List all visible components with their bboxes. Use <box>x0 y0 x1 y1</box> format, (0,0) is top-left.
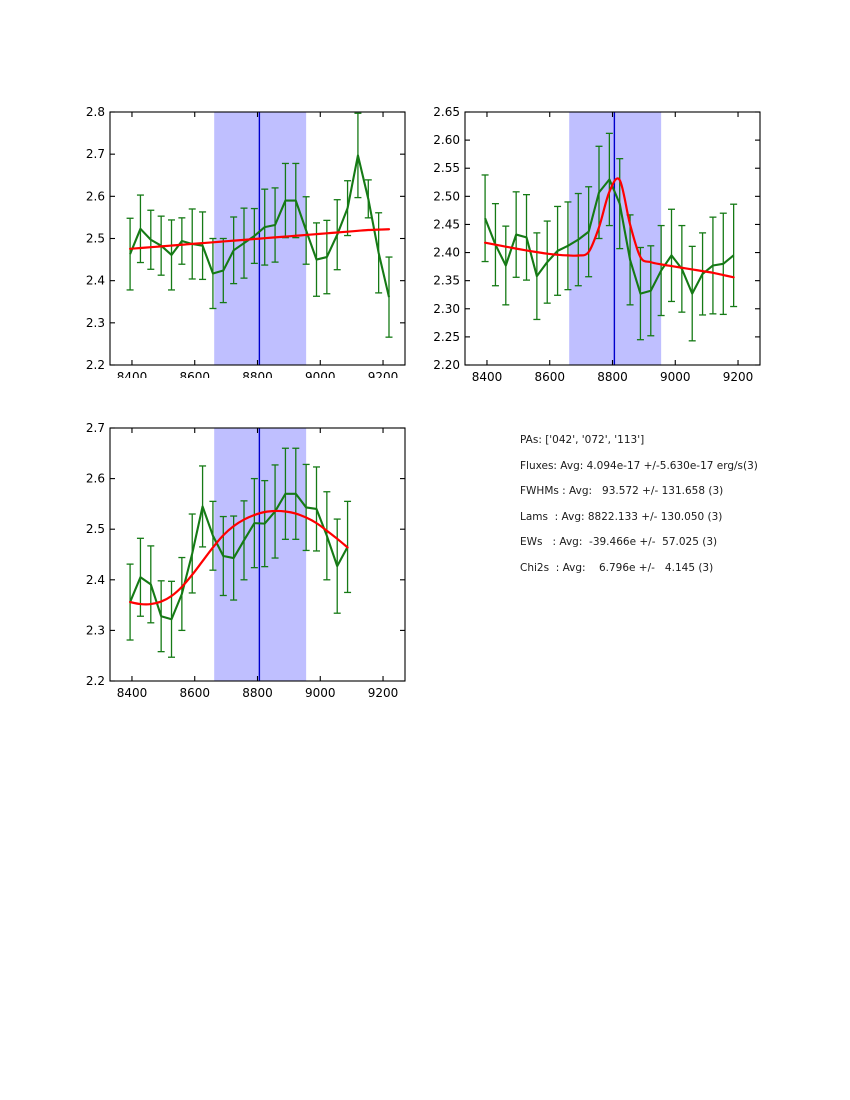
spectrum-data-line <box>129 492 349 621</box>
y-tick-label: 2.4 <box>86 573 105 587</box>
x-tick-label: 8600 <box>179 686 210 700</box>
y-tick-label: 2.65 <box>433 105 460 119</box>
spectrum-data-line <box>484 178 735 295</box>
summary-line-fluxes: Fluxes: Avg: 4.094e-17 +/-5.630e-17 erg/… <box>520 459 758 472</box>
y-tick-label: 2.40 <box>433 246 460 260</box>
y-tick-label: 2.6 <box>86 472 105 486</box>
y-tick-label: 2.60 <box>433 133 460 147</box>
summary-line-pas: PAs: ['042', '072', '113'] <box>520 434 645 446</box>
y-tick-label: 2.25 <box>433 330 460 344</box>
x-tick-label: 8800 <box>597 370 628 384</box>
x-tick-label: 9200 <box>368 686 399 700</box>
y-tick-label: 2.7 <box>86 147 105 161</box>
x-tick-label: 8400 <box>472 370 503 384</box>
y-tick-label: 2.2 <box>86 674 105 688</box>
x-tick-label: 8400 <box>117 686 148 700</box>
summary-line-ews: EWs : Avg: -39.466e +/- 57.025 (3) <box>520 536 718 548</box>
y-tick-label: 2.7 <box>86 421 105 435</box>
gaussian-fit-line <box>128 509 349 606</box>
x-tick-label: 8800 <box>242 686 273 700</box>
y-tick-label: 2.50 <box>433 189 460 203</box>
y-tick-label: 2.3 <box>86 623 105 637</box>
y-tick-label: 2.20 <box>433 358 460 372</box>
axes-pa-072: 2.20 2.25 2.30 2.35 2.40 2.45 2.50 2.55 2.60 2.65… <box>429 62 770 384</box>
summary-line-chi2s: Chi2s : Avg: 6.796e +/- 4.145 (3) <box>520 561 714 574</box>
y-tick-label: 2.5 <box>86 232 105 246</box>
y-tick-label: 2.5 <box>86 522 105 536</box>
x-tick-label: 8600 <box>534 370 565 384</box>
y-tick-label: 2.30 <box>433 302 460 316</box>
x-tick-label: 9000 <box>660 370 691 384</box>
gaussian-fit-line <box>128 228 391 250</box>
y-tick-label: 2.3 <box>86 316 105 330</box>
x-tick-label: 9000 <box>305 686 336 700</box>
y-tick-label: 2.8 <box>86 105 105 119</box>
y-tick-label: 2.55 <box>433 161 460 175</box>
axes-pa-113: 2.2 2.3 2.4 2.5 2.6 2.7 8400 8600 8800 9000 9200 <box>74 378 415 700</box>
y-tick-label: 2.45 <box>433 217 460 231</box>
gaussian-fit-line <box>483 177 735 279</box>
summary-line-fwhms: FWHMs : Avg: 93.572 +/- 131.658 (3) <box>520 485 724 497</box>
y-tick-label: 2.4 <box>86 274 105 288</box>
summary-statistics-block: PAs: ['042', '072', '113'] Fluxes: Avg: … <box>520 428 820 581</box>
shaded-wavelength-band <box>569 112 662 365</box>
x-tick-label: 9200 <box>723 370 754 384</box>
plot-panel-pa-042: PA:042 flux:3.4e-18 F: 0.0ALam:8693.4A E… <box>74 62 415 384</box>
shaded-wavelength-band <box>214 428 307 681</box>
plot-panel-pa-072: PA:072 flux:1.4e-17 F: 36.6ALam:8819.5A … <box>429 62 770 384</box>
y-tick-label: 2.6 <box>86 189 105 203</box>
plot-panel-pa-113: PA:113 flux:1.1e-16 F: 244.1ALam:8953.5A… <box>74 378 415 700</box>
y-tick-label: 2.35 <box>433 274 460 288</box>
spectrum-data-line <box>129 154 391 298</box>
summary-line-lams: Lams : Avg: 8822.133 +/- 130.050 (3) <box>520 510 723 523</box>
y-tick-label: 2.2 <box>86 358 105 372</box>
